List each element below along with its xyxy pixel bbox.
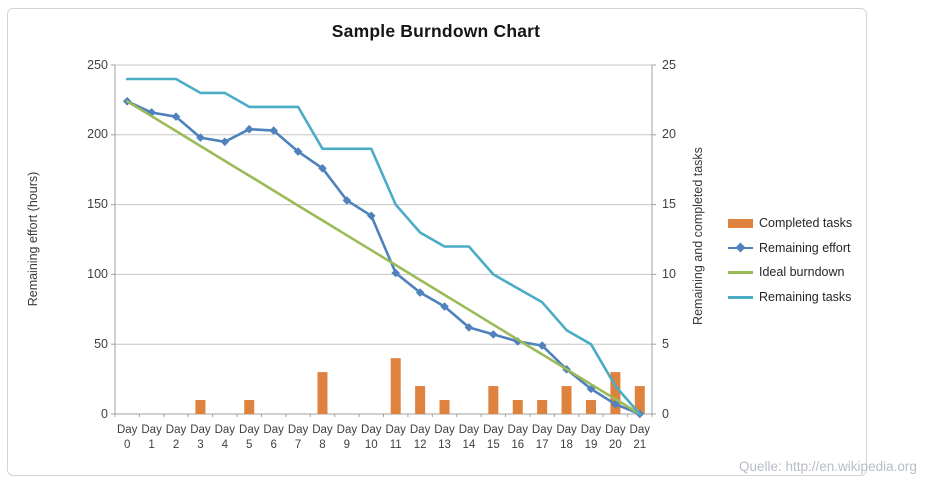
- completed-tasks-bar: [488, 386, 499, 414]
- x-axis-label: Day 19: [580, 424, 602, 451]
- x-axis-label: Day 6: [263, 424, 284, 451]
- x-axis-label: Day 10: [361, 424, 382, 451]
- legend-label-remaining-effort: Remaining effort: [759, 240, 851, 255]
- legend: Completed tasks Remaining effort Ideal bur…: [728, 211, 852, 309]
- right-axis-tick-label: 15: [662, 197, 676, 212]
- right-axis-tick-label: 10: [662, 266, 676, 281]
- legend-swatch-ideal-burndown: [728, 264, 753, 280]
- x-axis-label: Day 20: [605, 424, 626, 451]
- legend-swatch-remaining-tasks: [728, 289, 753, 305]
- x-axis-label: Day 17: [531, 424, 553, 451]
- x-axis-label: Day 0: [116, 424, 138, 451]
- remaining-effort-marker: [196, 133, 205, 142]
- remaining-effort-marker: [220, 137, 230, 147]
- right-axis-tick-label: 5: [662, 336, 669, 351]
- remaining-effort-marker: [440, 302, 449, 311]
- legend-label-ideal-burndown: Ideal burndown: [759, 265, 845, 280]
- legend-item-ideal-burndown: Ideal burndown: [728, 260, 852, 285]
- remaining-effort-marker: [366, 211, 376, 221]
- x-axis-label: Day 11: [385, 424, 406, 451]
- left-axis-tick-label: 50: [94, 336, 108, 351]
- completed-tasks-bar: [415, 386, 426, 414]
- right-axis-title: Remaining and completed tasks: [691, 147, 705, 325]
- x-axis-label: Day 9: [336, 424, 358, 451]
- remaining-effort-marker: [147, 108, 156, 117]
- remaining-tasks-line: [125, 77, 642, 416]
- remaining-effort-marker: [415, 288, 425, 297]
- right-axis-tick-label: 20: [662, 127, 676, 142]
- completed-tasks-bar: [585, 400, 596, 414]
- x-axis-label: Day 2: [165, 424, 187, 451]
- remaining-effort-marker: [171, 112, 181, 121]
- x-axis-label: Day 13: [434, 424, 455, 451]
- x-axis-label: Day 8: [312, 424, 333, 451]
- completed-tasks-bar: [610, 372, 621, 414]
- x-axis-label: Day 14: [458, 424, 480, 451]
- remaining-effort-marker: [244, 124, 254, 134]
- completed-tasks-bar: [512, 400, 523, 414]
- legend-swatch-remaining-effort: [728, 240, 753, 256]
- left-axis-tick-label: 0: [101, 406, 108, 421]
- completed-tasks-bar: [439, 400, 450, 414]
- left-axis-tick-label: 100: [87, 266, 108, 281]
- source-note: Quelle: http://en.wikipedia.org: [739, 459, 917, 474]
- legend-item-remaining-effort: Remaining effort: [728, 236, 852, 261]
- right-axis-tick-label: 25: [662, 57, 676, 72]
- chart-title: Sample Burndown Chart: [331, 21, 541, 41]
- remaining-effort-line: [125, 100, 642, 416]
- remaining-effort-marker: [537, 341, 547, 350]
- x-axis-label: Day 1: [141, 424, 162, 451]
- x-axis-label: Day 15: [483, 424, 504, 451]
- legend-item-remaining-tasks: Remaining tasks: [728, 285, 852, 310]
- completed-tasks-bar: [561, 386, 572, 414]
- x-axis-label: Day 7: [287, 424, 309, 451]
- x-axis-label: Day 4: [214, 424, 236, 451]
- legend-label-completed-tasks: Completed tasks: [759, 216, 853, 231]
- x-axis-label: Day 5: [239, 424, 260, 451]
- completed-tasks-bar: [537, 400, 548, 414]
- x-axis-label: Day 16: [507, 424, 528, 451]
- x-axis-label: Day 12: [409, 424, 431, 451]
- x-axis-label: Day 3: [190, 424, 211, 451]
- ideal-burndown-line: [125, 100, 642, 416]
- legend-label-remaining-tasks: Remaining tasks: [759, 290, 852, 305]
- completed-tasks-bar: [634, 386, 645, 414]
- left-axis-title: Remaining effort (hours): [26, 171, 40, 307]
- remaining-effort-marker: [611, 399, 620, 409]
- remaining-effort-marker: [513, 337, 523, 346]
- legend-item-completed-tasks: Completed tasks: [728, 211, 852, 236]
- right-axis-tick-label: 0: [662, 406, 669, 421]
- remaining-effort-marker: [342, 196, 352, 205]
- x-axis-label: Day 21: [629, 424, 650, 451]
- legend-swatch-completed-tasks: [728, 215, 753, 231]
- completed-tasks-bar: [244, 400, 255, 414]
- remaining-effort-marker: [464, 323, 474, 332]
- completed-tasks-bar: [390, 358, 401, 414]
- left-axis-tick-label: 250: [87, 57, 108, 72]
- x-axis-label: Day 18: [556, 424, 577, 451]
- remaining-effort-marker: [391, 268, 401, 278]
- completed-tasks-bar: [317, 372, 328, 414]
- remaining-effort-marker: [293, 147, 303, 156]
- remaining-effort-marker: [489, 330, 498, 339]
- left-axis-tick-label: 150: [87, 197, 108, 212]
- completed-tasks-bar: [195, 400, 206, 414]
- left-axis-tick-label: 200: [87, 127, 108, 142]
- remaining-effort-marker: [318, 164, 327, 173]
- remaining-effort-marker: [269, 126, 278, 135]
